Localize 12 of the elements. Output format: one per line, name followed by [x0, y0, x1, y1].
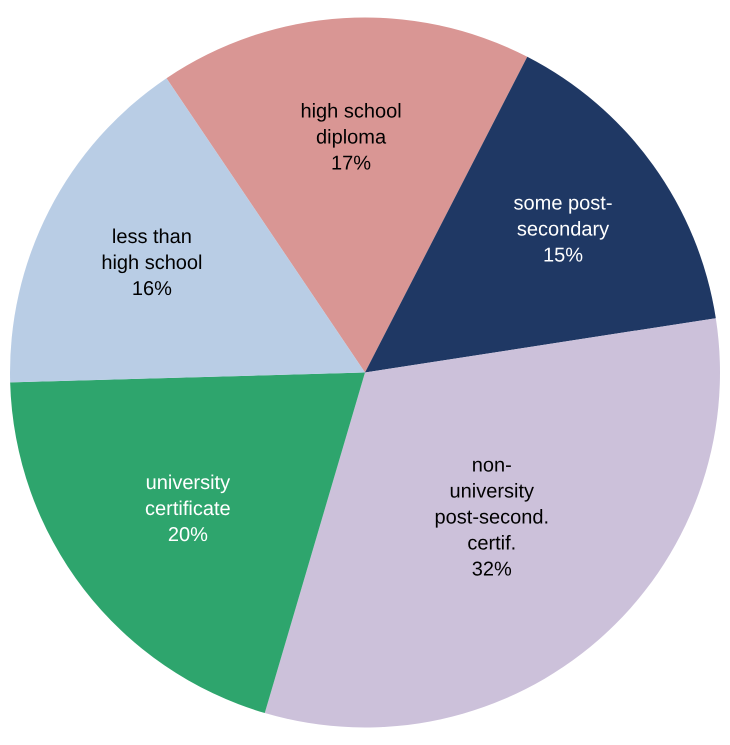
slice-label: less than high school — [101, 226, 203, 274]
pie-slice — [264, 318, 720, 728]
data-label: 32% — [472, 558, 512, 580]
data-label: 20% — [168, 524, 208, 546]
slice-label: high school diploma — [300, 100, 402, 149]
slice-label: non-university post-second. certif. — [434, 454, 550, 554]
data-label: 17% — [331, 152, 372, 175]
pie-slice — [10, 372, 365, 714]
data-label: 15% — [543, 244, 584, 267]
slice-label: some post-secondary — [514, 192, 612, 241]
slice-label: university certificate — [145, 472, 231, 520]
data-label: 16% — [132, 278, 172, 300]
